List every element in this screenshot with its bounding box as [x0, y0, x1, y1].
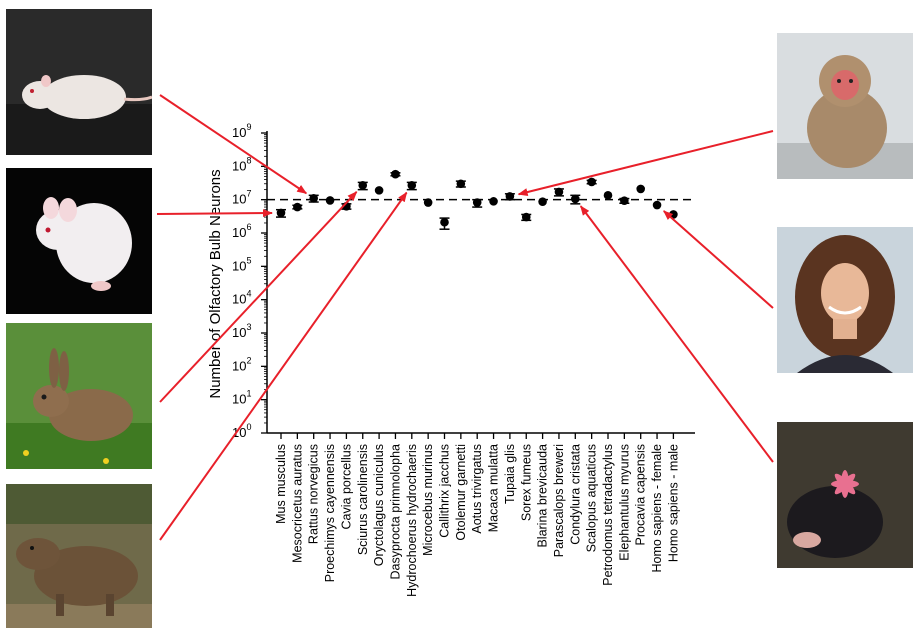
x-tick-label: Hydrochoerus hydrochaeris [405, 444, 419, 597]
x-tick-label: Petrodomus tetradactylus [601, 444, 615, 586]
x-tick-label: Rattus norvegicus [307, 444, 321, 544]
y-tick-label: 106 [232, 222, 251, 240]
woman-portrait-photo [777, 227, 913, 373]
y-tick-label: 105 [232, 255, 251, 273]
data-point [489, 197, 498, 206]
data-point [571, 194, 580, 204]
x-tick-label: Otolemur garnetti [454, 444, 468, 541]
annotation-arrows [156, 94, 774, 541]
y-tick-label: 104 [232, 289, 251, 307]
x-tick-label: Blarina brevicauda [536, 444, 550, 548]
data-points [276, 169, 678, 439]
data-point [538, 197, 547, 206]
data-point [521, 212, 531, 222]
x-tick-label: Condylura cristata [568, 444, 582, 545]
data-point [652, 200, 662, 210]
y-tick-label: 103 [232, 322, 251, 340]
x-tick-label: Mesocricetus auratus [290, 444, 304, 563]
x-tick-label: Scalopus aquaticus [585, 444, 599, 552]
data-point [374, 186, 384, 195]
x-tick-label: Sorex fumeus [519, 444, 533, 521]
data-point [407, 180, 417, 190]
data-point [423, 198, 433, 207]
star-nosed-mole-photo [777, 422, 913, 568]
arrow-white-mouse [156, 209, 274, 218]
macaque-photo [777, 33, 913, 179]
x-tick-label: Procavia capensis [634, 444, 648, 545]
data-point [309, 193, 319, 203]
x-tick-label: Callithrix jacchus [438, 444, 452, 538]
y-tick-label: 102 [232, 355, 251, 373]
x-tick-labels: Mus musculus Mesocricetus auratus Rattus n… [274, 444, 680, 597]
x-tick-label: Homo sapiens - male [666, 444, 680, 562]
data-point [587, 177, 596, 187]
data-point [554, 187, 564, 197]
capybara-photo [6, 484, 152, 628]
arrow-woman-portrait [663, 210, 774, 309]
arrow-star-nosed-mole [579, 205, 774, 463]
x-tick-label: Dasyprocta primnolopha [388, 444, 402, 580]
y-tick-label: 107 [232, 189, 251, 207]
rabbit-photo [6, 323, 152, 469]
data-point [472, 198, 482, 207]
axes [266, 131, 695, 434]
x-tick-label: Microcebus murinus [421, 444, 435, 556]
data-point [440, 217, 449, 227]
x-tick-label: Elephantulus myurus [617, 444, 631, 561]
arrow-capybara [159, 191, 408, 541]
y-tick-label: 101 [232, 389, 251, 407]
x-tick-label: Mus musculus [274, 444, 288, 524]
arrow-white-rat [159, 94, 308, 195]
white-mouse-photo [6, 168, 152, 314]
x-tick-label: Homo sapiens - female [650, 444, 664, 573]
arrow-rabbit [159, 191, 358, 403]
data-point [325, 196, 335, 205]
x-tick-label: Oryctolagus cuniculus [372, 444, 386, 566]
data-point [391, 169, 400, 179]
x-tick-label: Aotus trivirgatus [470, 444, 484, 534]
data-point [456, 179, 466, 189]
data-point [620, 196, 629, 206]
x-tick-label: Sciurus carolinensis [356, 444, 370, 555]
data-point [603, 191, 613, 200]
y-axis-label: Number of Olfactory Bulb Neurons [207, 169, 224, 398]
white-rat-photo [6, 9, 152, 155]
data-point [636, 184, 645, 194]
data-point [276, 208, 286, 218]
x-tick-label: Proechimys cayennensis [323, 444, 337, 582]
y-tick-label: 109 [232, 122, 251, 140]
data-point [505, 192, 515, 201]
x-tick-label: Cavia porcellus [339, 444, 353, 529]
y-tick-label: 108 [232, 155, 251, 173]
x-tick-label: Parascalops breweri [552, 444, 566, 557]
data-point [358, 180, 368, 190]
arrow-macaque [517, 130, 774, 196]
x-tick-label: Macaca mulatta [487, 444, 501, 532]
data-point [293, 202, 302, 212]
x-tick-label: Tupaia glis [503, 444, 517, 504]
